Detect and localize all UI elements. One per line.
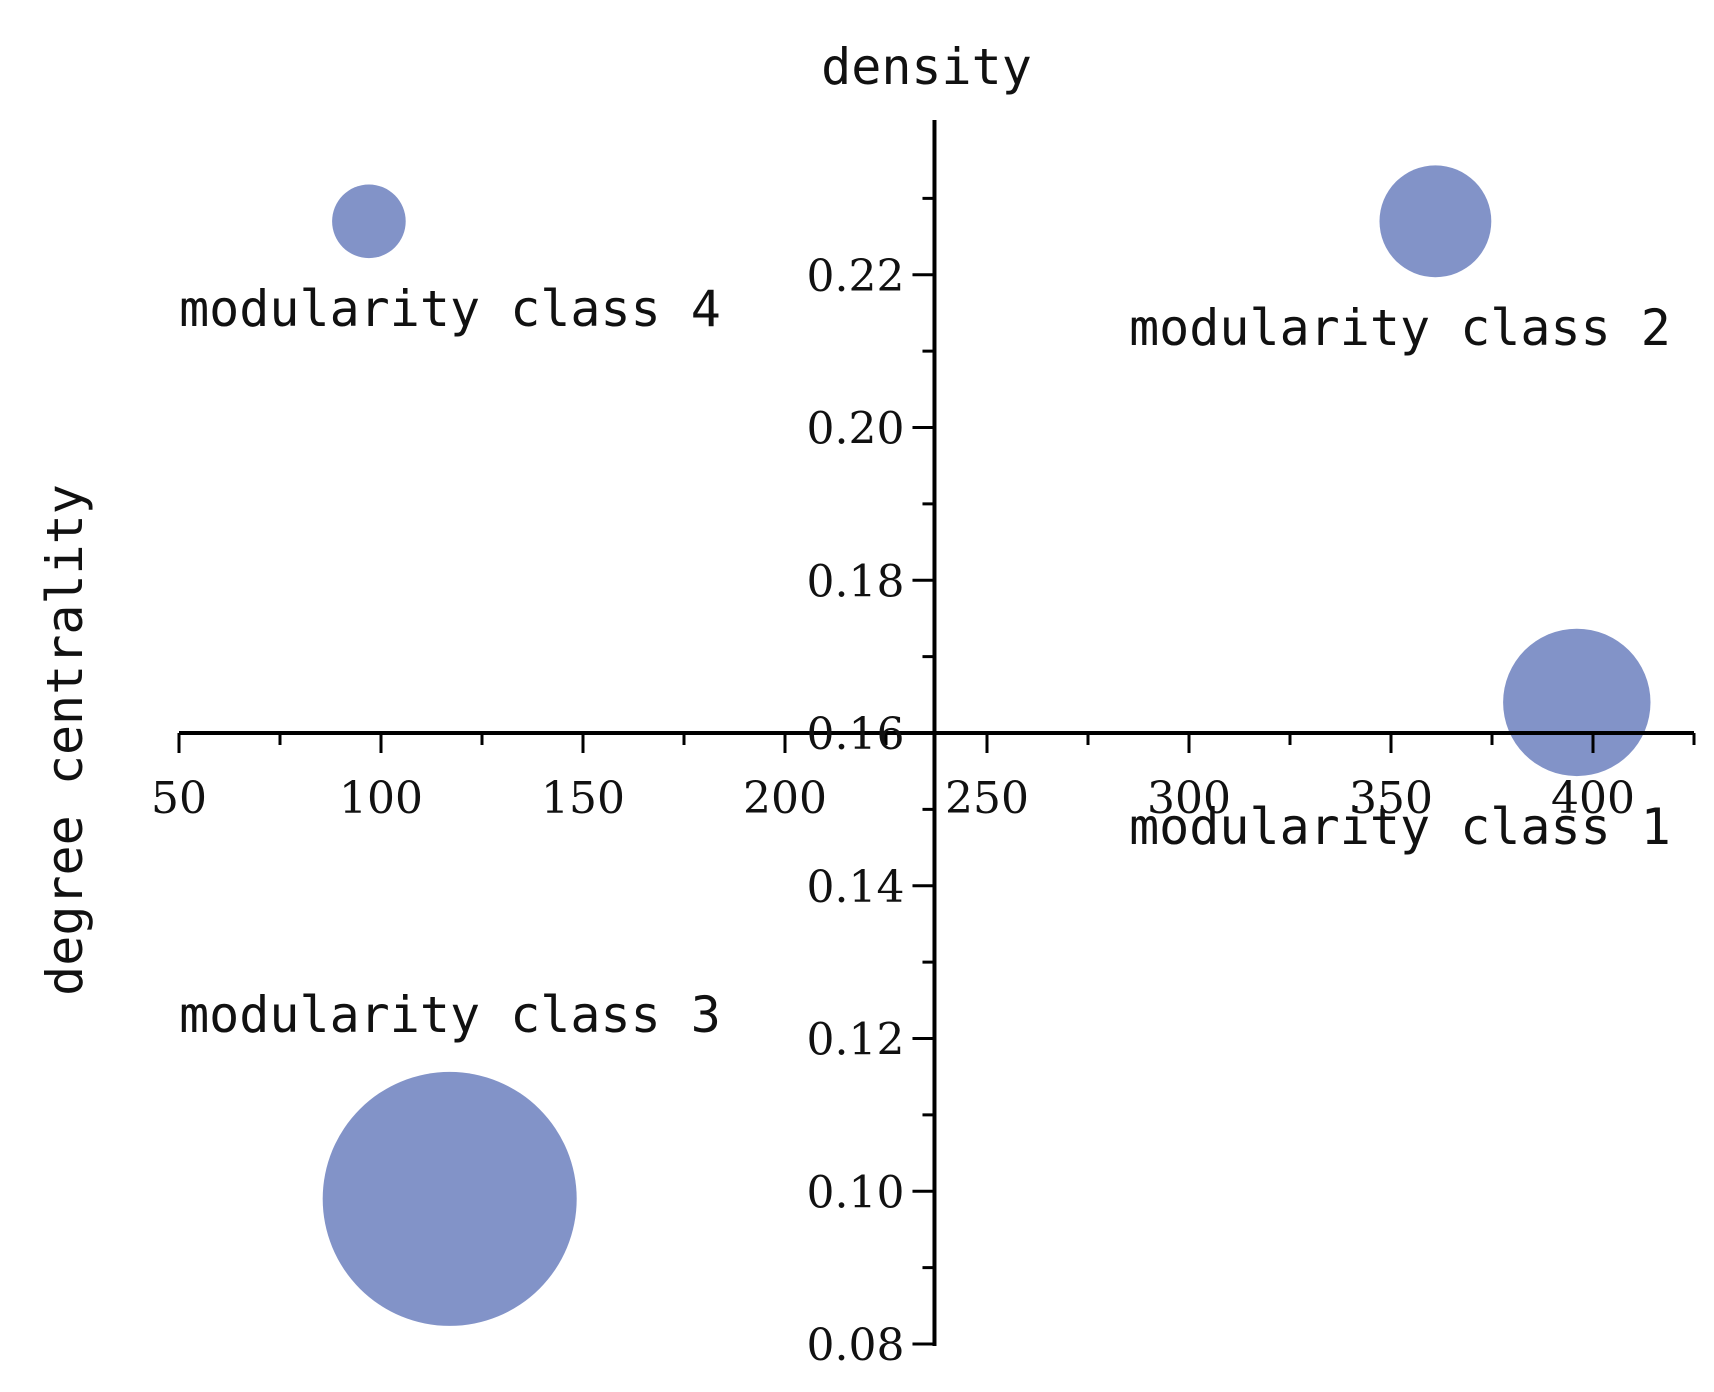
x-tick-label: 100 [339, 773, 423, 824]
bubble-3 [322, 1071, 577, 1326]
x-tick-label: 200 [743, 773, 827, 824]
y-tick-label: 0.08 [807, 1320, 905, 1371]
class-label-1: modularity class 1 [1129, 798, 1671, 856]
label-layer: modularity class 1 modularity class 2 modu… [179, 280, 1671, 1044]
bubble-4 [332, 184, 406, 259]
y-tick-label: 0.22 [807, 251, 905, 302]
bubble-layer [322, 165, 1651, 1326]
y-tick-label: 0.10 [807, 1167, 905, 1218]
axes-layer: 50 100 150 200 250 300 350 400 0.08 0.10 0.12 0.14 0… [36, 38, 1696, 1371]
class-label-2: modularity class 2 [1129, 299, 1671, 357]
class-label-4: modularity class 4 [179, 280, 721, 338]
class-label-3: modularity class 3 [179, 986, 721, 1044]
x-axis-title: degree centrality [36, 484, 94, 996]
x-tick-label: 250 [945, 773, 1029, 824]
x-tick-label: 150 [541, 773, 625, 824]
y-tick-label: 0.12 [807, 1015, 905, 1066]
x-tick-label: 350 [1349, 773, 1433, 824]
y-tick-label: 0.20 [807, 404, 905, 455]
x-tick-label: 300 [1147, 773, 1231, 824]
y-axis-title: density [821, 38, 1032, 96]
x-tick-label: 400 [1551, 773, 1635, 824]
y-tick-label: 0.16 [807, 709, 905, 760]
bubble-1 [1503, 628, 1651, 777]
y-tick-label: 0.14 [807, 862, 905, 913]
bubble-2 [1379, 165, 1492, 278]
x-tick-label: 50 [151, 773, 207, 824]
y-tick-label: 0.18 [807, 556, 905, 607]
